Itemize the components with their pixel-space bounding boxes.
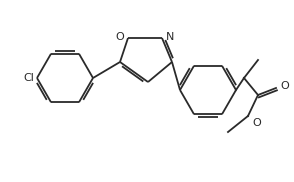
Text: O: O: [280, 81, 289, 91]
Text: O: O: [252, 118, 261, 128]
Text: N: N: [166, 32, 174, 42]
Text: O: O: [115, 32, 124, 42]
Text: Cl: Cl: [23, 73, 34, 83]
